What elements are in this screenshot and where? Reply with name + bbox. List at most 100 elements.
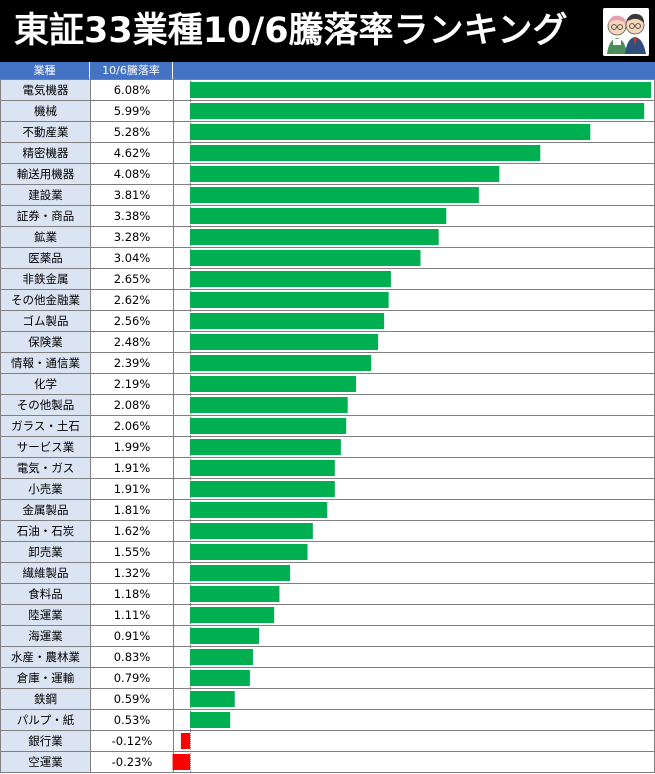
row-gridline: [0, 604, 655, 605]
value-label: 0.91%: [113, 629, 151, 643]
value-label: 2.62%: [113, 293, 151, 307]
category-label: 陸運業: [1, 605, 90, 625]
bar-30: [190, 691, 235, 707]
value-label: 1.11%: [113, 608, 151, 622]
value-label: 0.53%: [113, 713, 151, 727]
row-gridline: [0, 205, 655, 206]
category-label: 空運業: [1, 752, 90, 772]
column-divider: [0, 79, 1, 772]
row-gridline: [0, 520, 655, 521]
row-gridline: [0, 478, 655, 479]
category-label: 石油・石炭: [1, 521, 90, 541]
row-gridline: [0, 709, 655, 710]
category-label: 医薬品: [1, 248, 90, 268]
avatar-logo-icon: [603, 8, 649, 56]
value-label: 2.65%: [113, 272, 151, 286]
bar-29: [190, 670, 250, 686]
value-label: 1.55%: [113, 545, 151, 559]
bar-18: [190, 439, 341, 455]
value-label: 3.04%: [113, 251, 151, 265]
row-gridline: [0, 373, 655, 374]
row-gridline: [0, 583, 655, 584]
value-label: 0.59%: [113, 692, 151, 706]
bar-24: [190, 565, 291, 581]
bar-16: [190, 397, 348, 413]
row-gridline: [0, 751, 655, 752]
bar-28: [190, 649, 253, 665]
category-label: 保険業: [1, 332, 90, 352]
row-gridline: [0, 331, 655, 332]
bar-7: [190, 208, 447, 224]
category-label: 不動産業: [1, 122, 90, 142]
category-label: サービス業: [1, 437, 90, 457]
row-gridline: [0, 79, 655, 80]
category-label: 建設業: [1, 185, 90, 205]
value-label: 2.39%: [113, 356, 151, 370]
category-label: 電気・ガス: [1, 458, 90, 478]
value-label: 3.28%: [113, 230, 151, 244]
value-label: 1.62%: [113, 524, 151, 538]
bar-27: [190, 628, 259, 644]
page-title: 東証33業種10/6騰落率ランキング: [14, 11, 568, 51]
category-label: 情報・通信業: [1, 353, 90, 373]
value-label: 1.32%: [113, 566, 151, 580]
value-label: 4.62%: [113, 146, 151, 160]
row-gridline: [0, 625, 655, 626]
category-label: 証券・商品: [1, 206, 90, 226]
row-gridline: [0, 415, 655, 416]
value-label: 4.08%: [113, 167, 151, 181]
bar-11: [190, 292, 389, 308]
bar-23: [190, 544, 308, 560]
row-gridline: [0, 499, 655, 500]
row-gridline: [0, 394, 655, 395]
row-gridline: [0, 100, 655, 101]
bar-26: [190, 607, 275, 623]
bar-20: [190, 481, 335, 497]
category-label: 海運業: [1, 626, 90, 646]
category-label: その他金融業: [1, 290, 90, 310]
value-label: 2.06%: [113, 419, 151, 433]
bar-2: [190, 103, 645, 119]
row-gridline: [0, 142, 655, 143]
value-label: 5.28%: [113, 125, 151, 139]
bar-1: [190, 82, 651, 98]
row-gridline: [0, 436, 655, 437]
category-label: 卸売業: [1, 542, 90, 562]
value-label: 1.18%: [113, 587, 151, 601]
row-gridline: [0, 268, 655, 269]
row-gridline: [0, 352, 655, 353]
value-label: -0.23%: [111, 755, 153, 769]
row-gridline: [0, 310, 655, 311]
bar-31: [190, 712, 231, 728]
category-label: 繊維製品: [1, 563, 90, 583]
bar-3: [190, 124, 591, 140]
category-label: 非鉄金属: [1, 269, 90, 289]
column-divider: [173, 79, 174, 772]
value-label: 2.08%: [113, 398, 151, 412]
bar-14: [190, 355, 372, 371]
category-label: 小売業: [1, 479, 90, 499]
bar-17: [190, 418, 347, 434]
bar-10: [190, 271, 391, 287]
bar-4: [190, 145, 541, 161]
bar-19: [190, 460, 335, 476]
value-label: 3.81%: [113, 188, 151, 202]
category-label: 機械: [1, 101, 90, 121]
row-gridline: [0, 184, 655, 185]
value-label: 2.56%: [113, 314, 151, 328]
value-label: 1.91%: [113, 482, 151, 496]
header-category: 業種: [0, 62, 90, 79]
header-value: 10/6騰落率: [90, 62, 173, 79]
bar-32: [180, 733, 190, 749]
category-label: 食料品: [1, 584, 90, 604]
value-label: 5.99%: [113, 104, 151, 118]
bar-6: [190, 187, 479, 203]
row-gridline: [0, 457, 655, 458]
row-gridline: [0, 667, 655, 668]
bar-13: [190, 334, 379, 350]
category-label: ゴム製品: [1, 311, 90, 331]
row-gridline: [0, 121, 655, 122]
row-gridline: [0, 730, 655, 731]
two-characters-icon: [603, 8, 649, 56]
value-label: -0.12%: [111, 734, 153, 748]
